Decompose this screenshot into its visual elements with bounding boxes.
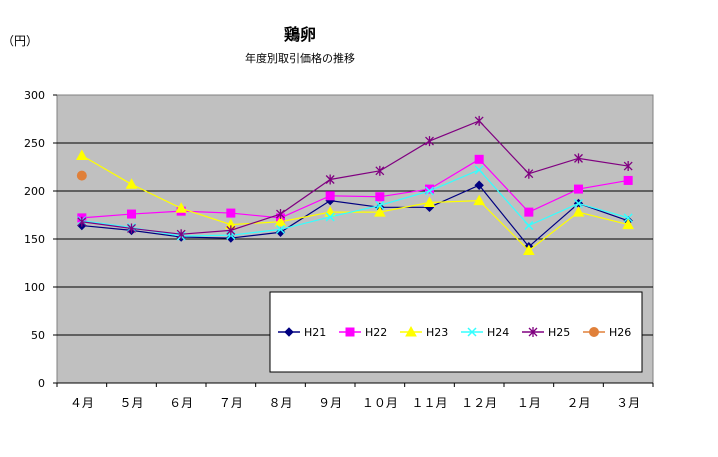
legend-item: H21 [278, 326, 326, 339]
x-tick-label: １１月 [411, 396, 447, 410]
data-point [375, 192, 385, 202]
y-axis-label: （円） [2, 34, 38, 48]
legend-item: H23 [400, 325, 448, 339]
x-tick-label: ８月 [268, 396, 292, 410]
data-point [423, 196, 436, 208]
data-point [275, 227, 286, 237]
legend-item: H24 [461, 326, 509, 339]
series-line [81, 154, 629, 252]
x-axis-ticks: ４月 ５月 ６月 ７月 ８月 ９月 １０月 １１月 １２月 １月 ２月 ３月 [56, 382, 654, 410]
data-point [325, 212, 335, 222]
data-point [574, 184, 583, 194]
legend-marker [345, 327, 355, 337]
legend: H21 H22 H23 H24 H25 H26 [269, 291, 643, 373]
data-point [77, 216, 87, 227]
data-point [375, 165, 385, 176]
data-point [574, 153, 583, 164]
legend-marker [467, 327, 477, 337]
data-point [226, 233, 236, 243]
legend-item: H22 [339, 326, 387, 339]
series-H24 [77, 165, 633, 241]
x-tick-label: １０月 [362, 396, 398, 410]
data-point [524, 221, 534, 231]
data-point [474, 165, 484, 175]
legend-label: H26 [609, 326, 631, 339]
legend-label: H22 [365, 326, 387, 339]
data-point [176, 229, 186, 240]
legend-marker [528, 327, 538, 337]
data-point [474, 180, 484, 190]
data-point [375, 200, 385, 210]
series-layer [75, 115, 635, 256]
data-point [75, 149, 88, 160]
x-tick-label: １２月 [461, 396, 497, 410]
x-tick-label: ３月 [616, 396, 640, 410]
data-point [622, 218, 635, 230]
x-tick-label: ２月 [566, 396, 590, 410]
x-tick-label: ７月 [219, 396, 243, 410]
data-point [226, 208, 236, 218]
data-point [474, 154, 484, 164]
y-axis-ticks: 0 50 100 150 200 250 300 [24, 89, 57, 390]
x-tick-label: ５月 [119, 396, 143, 410]
series-H26 [76, 170, 87, 181]
legend-items: H21 H22 H23 H24 H25 H26 [278, 325, 631, 339]
legend-item: H25 [522, 326, 570, 339]
series-H23 [75, 149, 635, 256]
data-point [226, 225, 236, 236]
data-point [127, 223, 136, 234]
y-tick-label: 50 [31, 329, 45, 342]
data-point [274, 215, 287, 227]
data-point [524, 168, 534, 179]
series-line [81, 184, 629, 248]
data-point [473, 194, 486, 206]
x-tick-label: ６月 [169, 396, 193, 410]
series-line [81, 158, 629, 219]
x-tick-label: １月 [517, 396, 541, 410]
legend-label: H24 [487, 326, 509, 339]
data-point [76, 170, 87, 181]
y-tick-label: 100 [24, 281, 45, 294]
series-line [81, 169, 629, 237]
legend-marker [589, 327, 599, 337]
data-point [425, 136, 434, 147]
legend-box [269, 291, 643, 373]
data-point [276, 209, 285, 220]
data-point [573, 198, 584, 209]
data-point [275, 224, 286, 234]
data-point [125, 178, 138, 189]
y-tick-label: 250 [24, 137, 45, 150]
legend-item: H26 [583, 326, 631, 339]
legend-label: H23 [426, 326, 448, 339]
data-point [325, 174, 335, 185]
x-tick-label: ４月 [70, 396, 94, 410]
y-tick-label: 300 [24, 89, 45, 102]
data-point [524, 207, 534, 217]
data-point [623, 161, 633, 172]
legend-marker [405, 325, 417, 337]
data-point [623, 175, 633, 185]
y-tick-label: 150 [24, 233, 45, 246]
data-point [572, 206, 585, 217]
data-point [424, 186, 435, 196]
legend-label: H25 [548, 326, 570, 339]
data-point [127, 209, 136, 219]
data-point [474, 115, 484, 126]
data-point [325, 191, 335, 201]
y-tick-label: 0 [38, 377, 45, 390]
data-point [623, 213, 633, 223]
legend-label: H21 [304, 326, 326, 339]
data-point [175, 202, 188, 213]
x-tick-label: ９月 [318, 396, 342, 410]
chart-title: 鶏卵 [284, 25, 316, 44]
y-tick-label: 200 [24, 185, 45, 198]
data-point [373, 206, 386, 217]
series-line [81, 120, 629, 235]
legend-marker [284, 327, 294, 337]
data-point [522, 244, 535, 256]
series-H25 [77, 115, 633, 240]
chart-subtitle: 年度別取引価格の推移 [245, 51, 355, 65]
